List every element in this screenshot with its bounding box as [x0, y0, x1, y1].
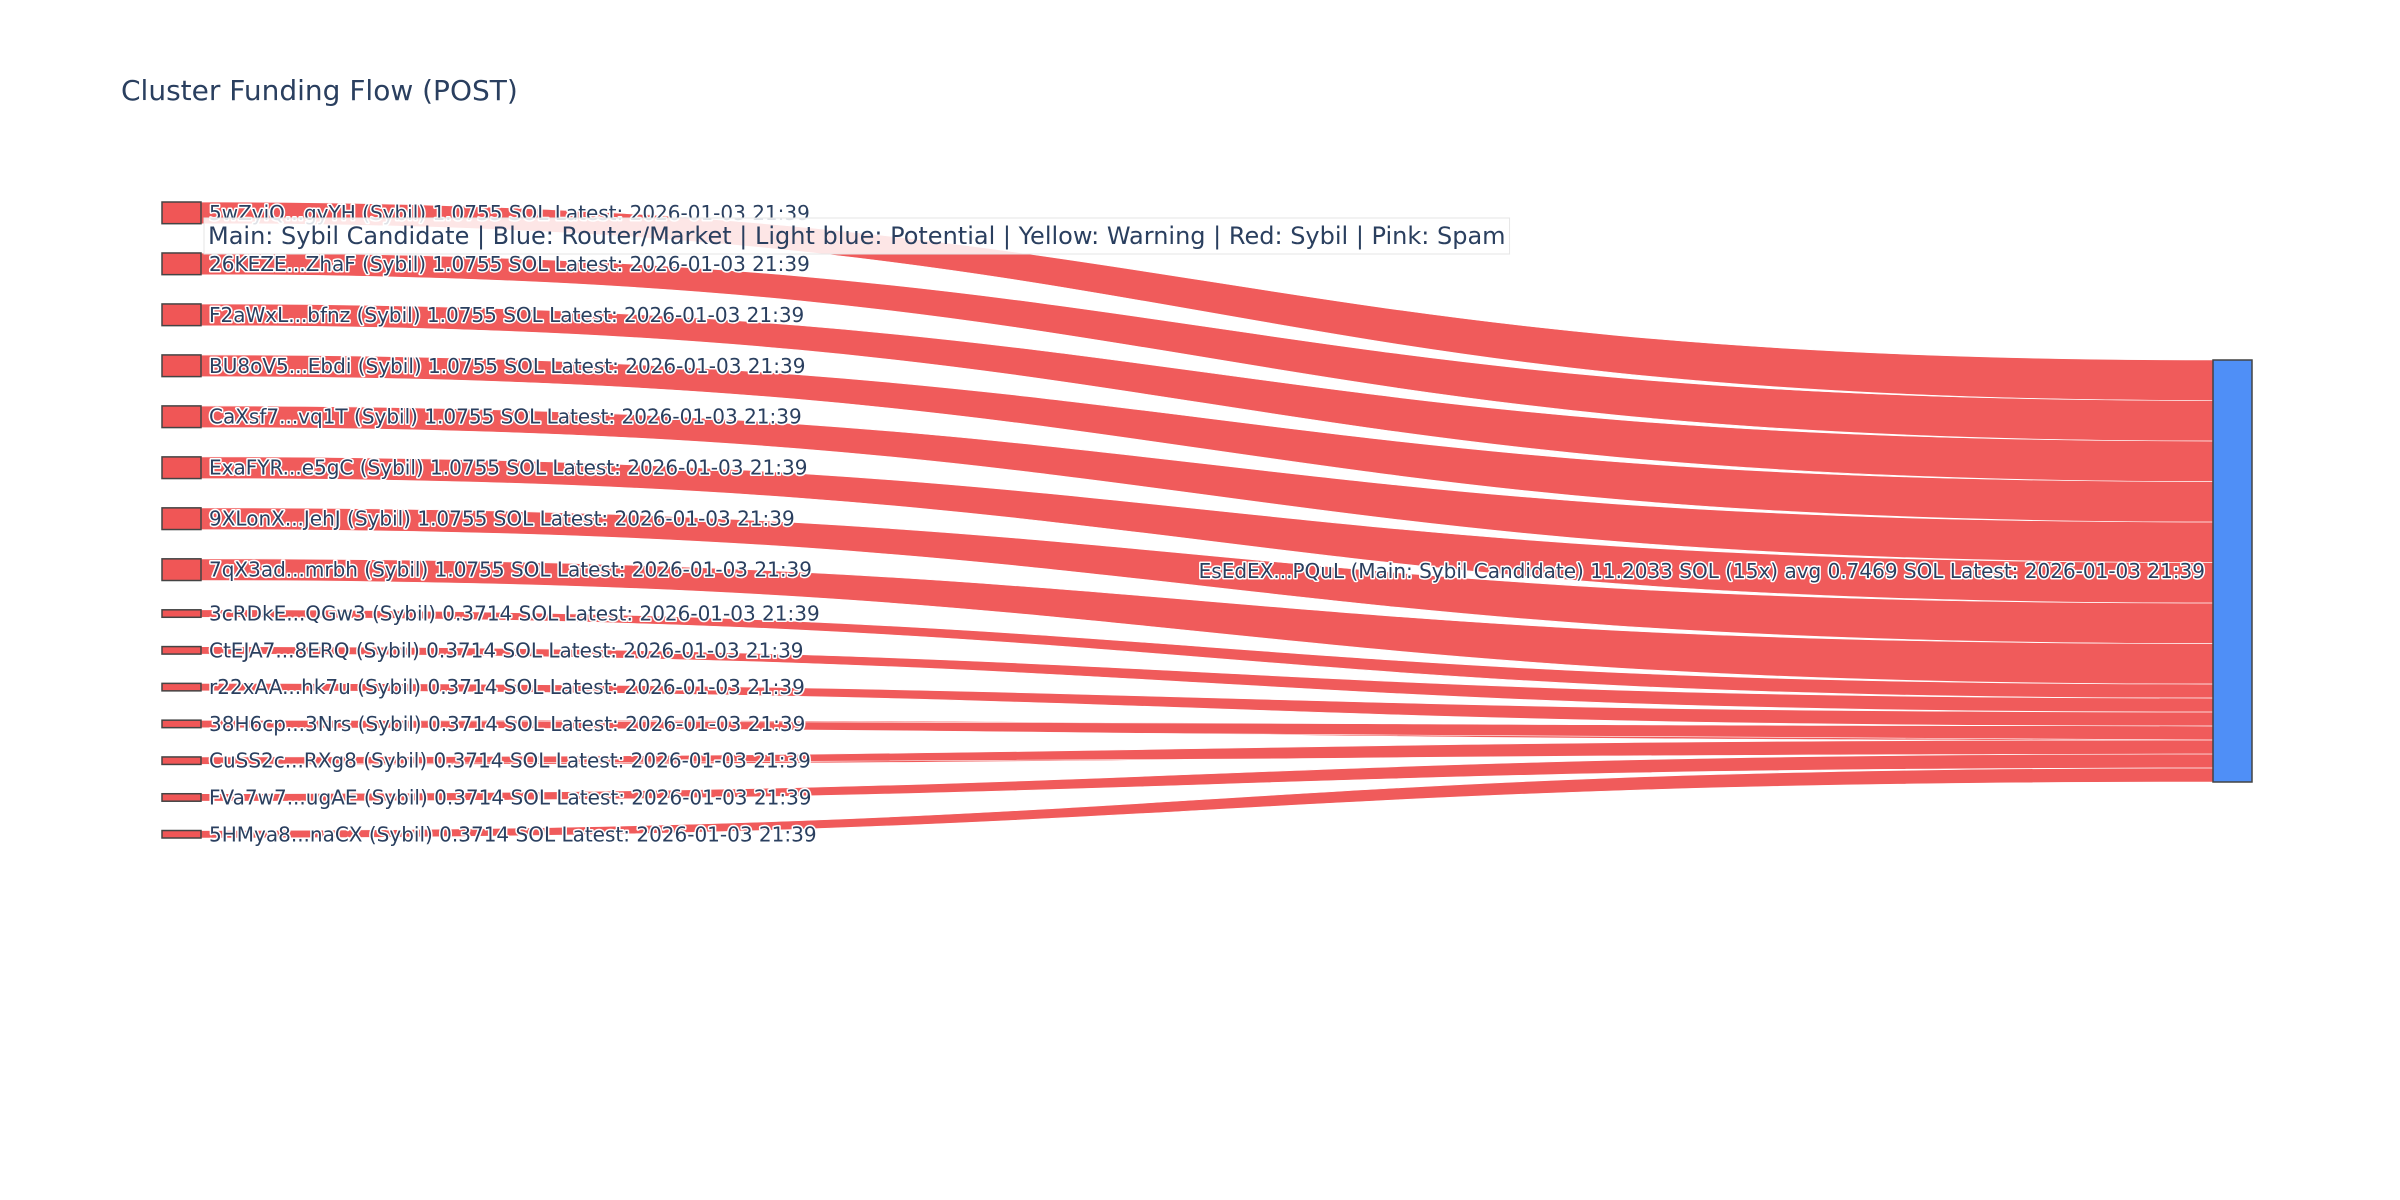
source-node-2[interactable] [161, 252, 202, 276]
source-node-label-13: CuSS2c...RXg8 (Sybil) 0.3714 SOL Latest:… [209, 749, 811, 773]
source-node-14[interactable] [161, 792, 202, 802]
source-node-label-8: 7qX3ad...mrbh (Sybil) 1.0755 SOL Latest:… [209, 558, 812, 582]
source-node-1[interactable] [161, 201, 202, 225]
source-node-3[interactable] [161, 303, 202, 327]
source-node-label-12: 38H6cp...3Nrs (Sybil) 0.3714 SOL Latest:… [209, 712, 805, 736]
source-node-11[interactable] [161, 682, 202, 692]
source-node-label-11: r22xAA...hk7u (Sybil) 0.3714 SOL Latest:… [209, 675, 805, 699]
source-node-10[interactable] [161, 645, 202, 655]
node-labels: 5wZyiQ...gyYH (Sybil) 1.0755 SOL Latest:… [208, 199, 2207, 847]
source-node-6[interactable] [161, 456, 202, 480]
target-node-label: EsEdEX...PQuL (Main: Sybil Candidate) 11… [1199, 559, 2205, 583]
flow-nodes [161, 201, 2253, 839]
source-node-label-6: ExaFYR...e5gC (Sybil) 1.0755 SOL Latest:… [209, 456, 807, 480]
legend-note-text: Main: Sybil Candidate | Blue: Router/Mar… [208, 222, 1506, 250]
source-node-label-4: BU8oV5...Ebdi (Sybil) 1.0755 SOL Latest:… [209, 354, 805, 378]
source-node-15[interactable] [161, 829, 202, 839]
source-node-label-2: 26KEZE...ZhaF (Sybil) 1.0755 SOL Latest:… [209, 252, 810, 276]
target-node[interactable] [2212, 359, 2253, 783]
source-node-12[interactable] [161, 719, 202, 729]
source-node-label-14: FVa7w7...ugAE (Sybil) 0.3714 SOL Latest:… [209, 785, 812, 809]
flow-links [200, 201, 2214, 839]
source-node-5[interactable] [161, 405, 202, 429]
source-node-label-15: 5HMya8...naCX (Sybil) 0.3714 SOL Latest:… [209, 822, 817, 846]
source-node-label-7: 9XLonX...JehJ (Sybil) 1.0755 SOL Latest:… [209, 507, 795, 531]
source-node-label-5: CaXsf7...vq1T (Sybil) 1.0755 SOL Latest:… [209, 405, 802, 429]
source-node-label-9: 3cRDkE...QGw3 (Sybil) 0.3714 SOL Latest:… [209, 602, 820, 626]
source-node-4[interactable] [161, 354, 202, 378]
source-node-13[interactable] [161, 756, 202, 766]
source-node-9[interactable] [161, 609, 202, 619]
legend-note-background [203, 217, 1511, 255]
legend-note: Main: Sybil Candidate | Blue: Router/Mar… [203, 217, 1511, 255]
source-node-7[interactable] [161, 507, 202, 531]
source-node-label-10: CtEJA7...8ERQ (Sybil) 0.3714 SOL Latest:… [209, 638, 804, 662]
chart-title: Cluster Funding Flow (POST) [121, 74, 518, 107]
source-node-label-3: F2aWxL...bfnz (Sybil) 1.0755 SOL Latest:… [209, 303, 804, 327]
source-node-8[interactable] [161, 558, 202, 582]
